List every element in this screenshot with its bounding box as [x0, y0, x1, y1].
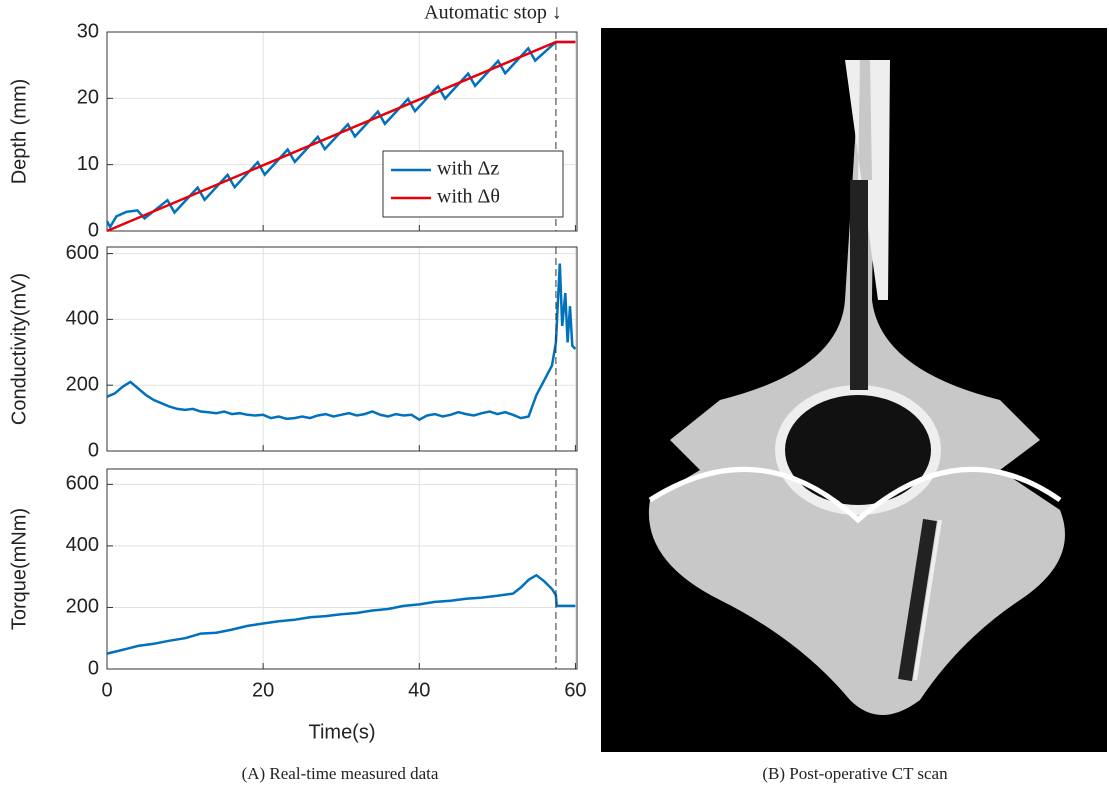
- data-line: [106, 263, 577, 422]
- y-axis-label: Torque(mNm): [8, 508, 30, 630]
- y-tick-label: 600: [66, 473, 99, 495]
- caption: (B) Post-operative CT scan: [762, 764, 948, 783]
- y-tick-label: 0: [88, 439, 99, 461]
- annotation: Automatic stop ↓: [424, 2, 562, 24]
- axes-box: [106, 31, 578, 232]
- caption: (A) Real-time measured data: [242, 764, 439, 783]
- x-tick-label: 0: [101, 679, 112, 701]
- data-line: [106, 573, 576, 655]
- y-tick-label: 200: [66, 373, 99, 395]
- x-tick-label: 60: [564, 679, 586, 701]
- legend-label: with Δθ: [437, 186, 500, 208]
- legend-label: with Δz: [437, 158, 499, 180]
- axes-box: [106, 246, 578, 452]
- y-axis-label: Depth (mm): [8, 79, 30, 185]
- y-tick-label: 30: [77, 20, 99, 42]
- x-tick-label: 20: [252, 679, 274, 701]
- legend-box: [382, 150, 564, 218]
- ct-scan: [601, 28, 1107, 752]
- y-tick-label: 400: [66, 534, 99, 556]
- y-tick-label: 600: [66, 242, 99, 264]
- y-tick-label: 200: [66, 596, 99, 618]
- y-tick-label: 20: [77, 87, 99, 109]
- x-tick-label: 40: [408, 679, 430, 701]
- y-tick-label: 400: [66, 308, 99, 330]
- axes-box: [106, 468, 578, 670]
- y-axis-label: Conductivity(mV): [8, 273, 30, 425]
- data-line: [106, 40, 576, 233]
- y-tick-label: 0: [88, 219, 99, 241]
- x-axis-label: Time(s): [308, 721, 375, 743]
- y-tick-label: 10: [77, 153, 99, 175]
- y-tick-label: 0: [88, 657, 99, 679]
